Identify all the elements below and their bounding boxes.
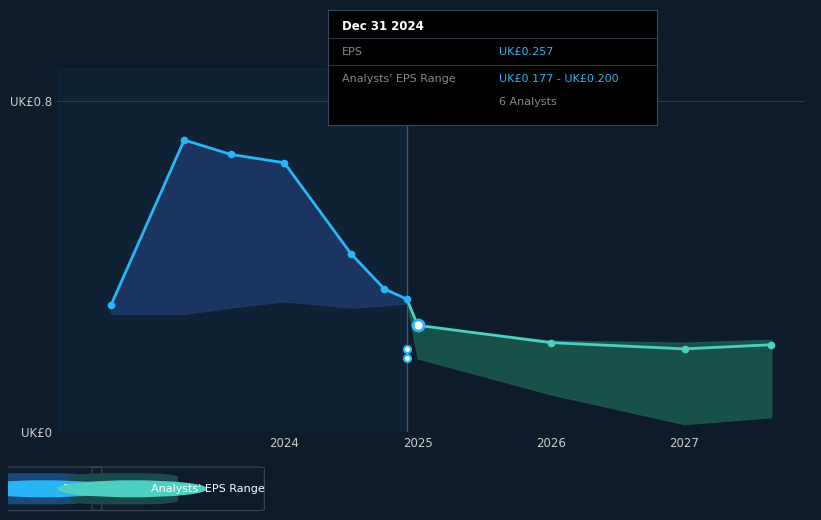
Text: Analysts Forecasts: Analysts Forecasts [414,103,524,116]
Text: Dec 31 2024: Dec 31 2024 [342,20,424,33]
Text: 6 Analysts: 6 Analysts [499,97,557,107]
Bar [57,68,407,432]
Text: EPS: EPS [62,484,83,494]
Circle shape [0,481,117,497]
Text: Actual: Actual [364,103,401,116]
Text: Analysts' EPS Range: Analysts' EPS Range [342,74,456,84]
Text: Analysts' EPS Range: Analysts' EPS Range [151,484,265,494]
Circle shape [58,481,206,497]
FancyBboxPatch shape [70,473,178,504]
FancyBboxPatch shape [0,473,89,504]
Text: EPS: EPS [342,47,362,57]
Text: UK£0.177 - UK£0.200: UK£0.177 - UK£0.200 [499,74,619,84]
Text: UK£0.257: UK£0.257 [499,47,553,57]
